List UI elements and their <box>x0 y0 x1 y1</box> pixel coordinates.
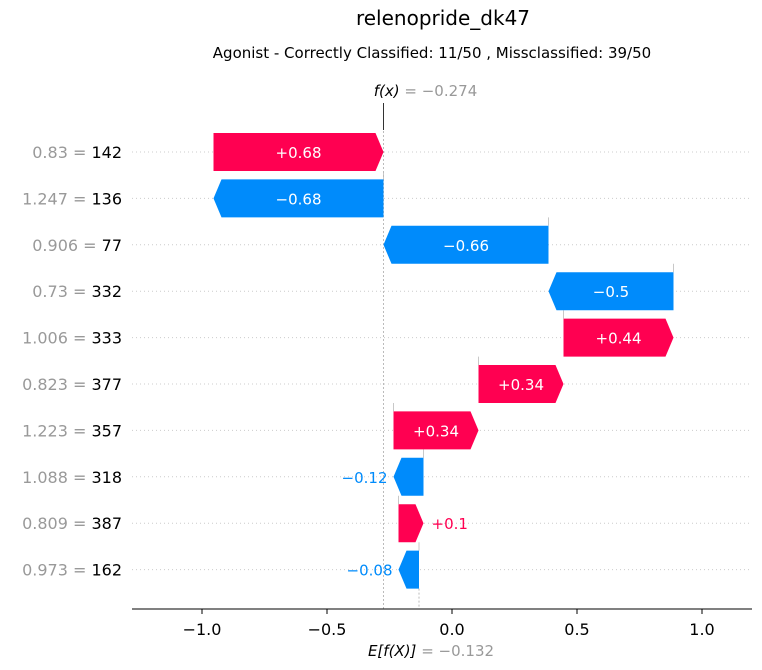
positive-bar <box>393 411 479 450</box>
positive-bar <box>398 504 424 543</box>
feature-value: 1.223 = <box>22 421 91 440</box>
base-label: E[f(X)] <box>368 642 417 660</box>
feature-name: 332 <box>91 282 122 301</box>
feature-label: 0.823 = 377 <box>22 375 122 394</box>
negative-bar <box>398 550 419 589</box>
data-label: −0.66 <box>443 237 489 255</box>
feature-label: 0.73 = 332 <box>32 282 122 301</box>
feature-label: 0.83 = 142 <box>32 143 122 162</box>
x-axis: −1.0 −0.5 0.0 0.5 1.0 <box>132 608 752 639</box>
data-label: +0.34 <box>413 422 459 440</box>
fx-annotation: f(x) = −0.274 <box>374 82 478 100</box>
base-value-label: E[f(X)] = −0.132 <box>368 642 494 660</box>
feature-name: 333 <box>91 329 122 348</box>
data-label: +0.34 <box>498 376 544 394</box>
feature-value: 0.823 = <box>22 375 91 394</box>
negative-bar <box>213 179 384 218</box>
feature-label: 1.223 = 357 <box>22 421 122 440</box>
bars: +0.68 −0.68 −0.66 −0.5 +0.44 +0.34 +0.34 −0.12 +… <box>213 133 674 589</box>
data-label: +0.68 <box>276 144 322 162</box>
feature-value: 1.006 = <box>22 329 91 348</box>
feature-name: 387 <box>91 514 122 533</box>
fx-value: = −0.274 <box>404 82 477 100</box>
positive-bar <box>213 133 384 171</box>
data-label: +0.44 <box>596 330 642 348</box>
negative-bar <box>383 225 549 264</box>
feature-name: 357 <box>91 421 122 440</box>
feature-name: 377 <box>91 375 122 394</box>
fx-value-label: f(x) = −0.274 <box>374 82 478 100</box>
data-label: −0.5 <box>593 283 629 301</box>
feature-name: 162 <box>91 561 122 580</box>
feature-value: 0.83 = <box>32 143 91 162</box>
chart-subtitle: Agonist - Correctly Classified: 11/50 , … <box>213 44 651 62</box>
feature-name: 77 <box>102 236 122 255</box>
feature-label: 1.088 = 318 <box>22 468 122 487</box>
data-label: −0.08 <box>347 562 393 580</box>
feature-value: 0.73 = <box>32 282 91 301</box>
negative-bar <box>548 272 674 311</box>
feature-value: 1.247 = <box>22 189 91 208</box>
feature-value: 0.973 = <box>22 561 91 580</box>
feature-name: 318 <box>91 468 122 487</box>
feature-label: 1.006 = 333 <box>22 329 122 348</box>
x-tick-label: −1.0 <box>183 620 222 639</box>
feature-value: 1.088 = <box>22 468 91 487</box>
feature-label: 0.906 = 77 <box>32 236 122 255</box>
chart-title: relenopride_dk47 <box>356 6 530 30</box>
x-tick-label: 0.0 <box>439 620 464 639</box>
x-tick-label: 1.0 <box>689 620 714 639</box>
base-value-annotation: E[f(X)] = −0.132 <box>368 642 494 660</box>
feature-label: 1.247 = 136 <box>22 189 122 208</box>
feature-value: 0.906 = <box>32 236 101 255</box>
data-label: −0.68 <box>276 190 322 208</box>
feature-name: 136 <box>91 189 122 208</box>
data-label: −0.12 <box>342 469 388 487</box>
feature-value: 0.809 = <box>22 514 91 533</box>
x-tick-label: −0.5 <box>308 620 347 639</box>
positive-bar <box>478 365 564 403</box>
feature-label: 0.809 = 387 <box>22 514 122 533</box>
x-tick-label: 0.5 <box>564 620 589 639</box>
feature-name: 142 <box>91 143 122 162</box>
base-value: = −0.132 <box>421 642 494 660</box>
fx-label: f(x) <box>374 82 400 100</box>
data-label: +0.1 <box>432 515 468 533</box>
positive-bar <box>563 318 674 357</box>
feature-labels: 0.83 = 142 1.247 = 136 0.906 = 77 0.73 = 33… <box>22 143 122 580</box>
feature-label: 0.973 = 162 <box>22 561 122 580</box>
negative-bar <box>393 457 424 496</box>
